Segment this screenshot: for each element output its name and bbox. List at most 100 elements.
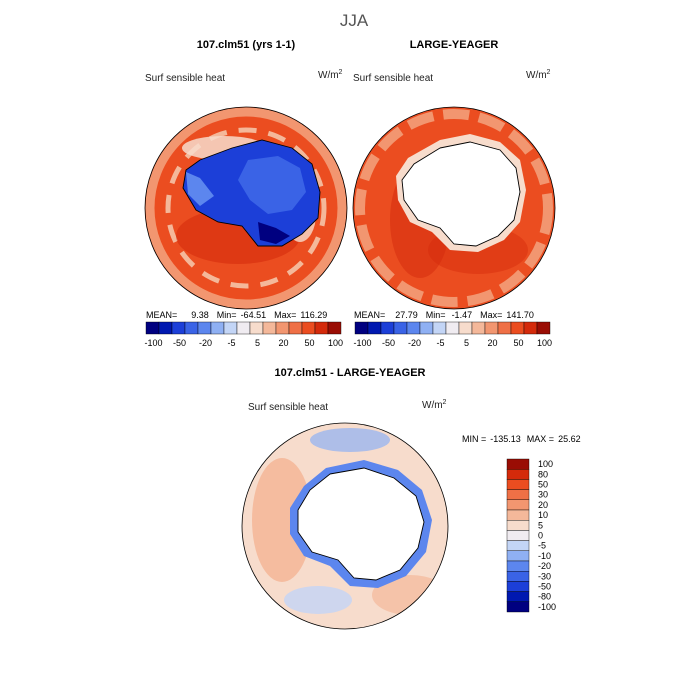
variable-label: Surf sensible heat [353,73,433,84]
colorbar-swatch [471,321,486,335]
colorbar-tick-label: 50 [304,338,314,348]
panel-observation: LARGE-YEAGER Surf sensible heat W/m2 MEA… [352,39,556,348]
colorbar-tick-label: -10 [538,551,551,561]
colorbar-tick-label: -50 [173,338,186,348]
colorbar-tick-label: 80 [538,469,548,479]
colorbar-swatch [458,321,473,335]
colorbar-tick-label: -20 [408,338,421,348]
colorbar-tick-label: 50 [538,480,548,490]
colorbar-swatch [506,530,530,541]
colorbar-tick-label: -5 [436,338,444,348]
colorbar-swatch [393,321,408,335]
outer-rim-band [145,107,347,309]
colorbar-tick-label: 10 [538,510,548,520]
colorbar-swatch [506,458,530,470]
season-title: JJA [340,11,369,30]
colorbar-swatch [210,321,225,335]
colorbar-tick-label: -80 [538,592,551,602]
colorbar-swatch [432,321,447,335]
colorbar-tick-label: -100 [144,338,162,348]
colorbar-swatch [327,321,342,335]
colorbar-swatch [262,321,277,335]
colorbar-swatch [223,321,238,335]
colorbar-tick-label: -5 [538,541,546,551]
antarctica-mask [297,467,425,581]
colorbar-tick-label: -20 [538,561,551,571]
colorbar-tick-label: 5 [255,338,260,348]
colorbar-swatch [275,321,290,335]
colorbar-swatch [419,321,434,335]
colorbar-swatch [380,321,395,335]
colorbar-swatch [497,321,512,335]
colorbar-swatch [406,321,421,335]
colorbar-swatch [506,571,530,582]
colorbar-swatch [484,321,499,335]
colorbar-swatch [506,469,530,480]
colorbar-swatch [506,601,530,613]
colorbar-swatch [506,560,530,572]
colorbar-tick-label: -50 [538,582,551,592]
cool-patch-north [310,428,390,452]
colorbar-swatch [301,321,316,335]
colorbar-swatch [506,520,530,531]
colorbar-tick-label: -5 [227,338,235,348]
colorbar-swatch [506,581,530,592]
colorbar-tick-label: 20 [278,338,288,348]
panel-title: 107.clm51 (yrs 1-1) [197,39,296,51]
panel-model: 107.clm51 (yrs 1-1) Surf sensible heat W… [144,39,348,348]
colorbar-tick-label: 100 [328,338,343,348]
ross-ice [258,222,290,244]
map-outline [144,106,348,310]
colorbar-swatch [506,499,530,511]
colorbar-swatch [536,321,551,335]
stats-line: MEAN= 27.79 Min= -1.47 Max= 141.70 [354,310,534,320]
colorbar-swatch [445,321,460,335]
colorbar-tick-label: -100 [538,602,556,612]
colorbar-swatch [506,509,530,521]
cool-patch-south [284,586,352,614]
colorbar-tick-label: -100 [353,338,371,348]
colorbar-swatch [236,321,251,335]
colorbar-tick-label: 30 [538,490,548,500]
colorbar-tick-label: 100 [538,459,553,469]
panel-title: LARGE-YEAGER [410,39,499,51]
colorbar-tick-label: 5 [538,520,543,530]
colorbar-tick-label: -30 [538,571,551,581]
colorbar-tick-label: -20 [199,338,212,348]
colorbar-swatch [506,479,530,490]
mid-band [165,127,327,289]
antarctica-interior [238,156,306,214]
colorbar-swatch [506,550,530,562]
panel-difference: 107.clm51 - LARGE-YEAGER Surf sensible h… [241,367,581,630]
colorbar-swatch [197,321,212,335]
colorbar-swatch [145,321,160,335]
panel-title: 107.clm51 - LARGE-YEAGER [275,367,426,379]
colorbar-swatch [249,321,264,335]
colorbar-swatch [158,321,173,335]
map-field [145,107,347,309]
colorbar-tick-label: -50 [382,338,395,348]
units-label: W/m2 [422,399,447,411]
colorbar-tick-label: 0 [538,531,543,541]
colorbar-swatch [506,489,530,501]
map-outline [352,106,556,310]
stats-line: MIN = -135.13 MAX = 25.62 [462,434,581,444]
map-field [353,107,555,309]
colorbar-swatch [184,321,199,335]
colorbar: -100 -50 -20 -5 5 20 50 100 [353,321,552,348]
variable-label: Surf sensible heat [248,402,328,413]
colorbar-swatch [506,540,530,551]
colorbar-swatch [314,321,329,335]
colorbar-tick-label: 100 [537,338,552,348]
map-outline [241,422,449,630]
colorbar-swatch [354,321,369,335]
colorbar-tick-label: 20 [487,338,497,348]
stats-line: MEAN= 9.38 Min= -64.51 Max= 116.29 [146,310,327,320]
colorbar: -100 -50 -20 -5 5 20 50 100 [144,321,343,348]
colorbar-swatch [510,321,525,335]
colorbar-tick-label: 5 [464,338,469,348]
colorbar-swatch [171,321,186,335]
antarctica-mask [401,141,521,247]
